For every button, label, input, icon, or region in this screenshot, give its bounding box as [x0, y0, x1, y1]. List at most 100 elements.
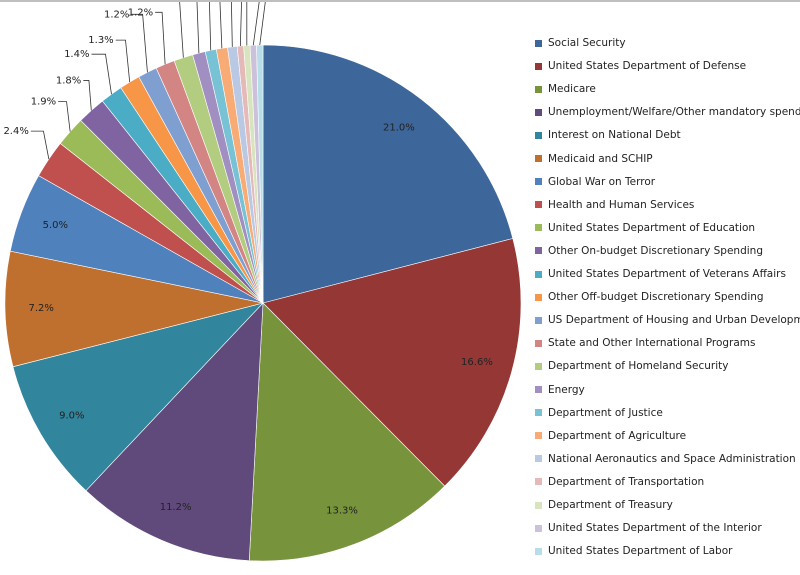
leader-line [115, 39, 131, 83]
leader-line [131, 13, 148, 73]
legend-item: Interest on National Debt [535, 127, 681, 143]
leader-line [58, 101, 71, 132]
slice-label: 5.0% [43, 220, 68, 231]
legend-item: Other Off-budget Discretionary Spending [535, 289, 764, 305]
legend-label: Other On-budget Discretionary Spending [548, 244, 763, 257]
legend-swatch [535, 62, 542, 70]
leader-line [30, 130, 50, 160]
pie-slice [262, 44, 514, 304]
legend-swatch [535, 155, 542, 162]
leader-line [239, 2, 242, 47]
legend-swatch [535, 409, 542, 417]
legend-label: Other Off-budget Discretionary Spending [548, 291, 764, 304]
legend-item: Department of Homeland Security [535, 358, 728, 374]
leader-line [252, 2, 260, 46]
slice-label: 21.0% [383, 123, 415, 134]
leader-line [179, 2, 184, 58]
legend-swatch [535, 270, 542, 278]
legend-label: Interest on National Debt [548, 129, 681, 142]
slice-label: 2.4% [3, 126, 28, 137]
legend-swatch [535, 455, 542, 463]
legend-label: Department of Agriculture [548, 429, 687, 442]
legend-swatch [535, 108, 542, 116]
legend-item: United States Department of Defense [535, 58, 746, 74]
legend-item: United States Department of Education [535, 220, 755, 236]
legend-label: Medicaid and SCHIP [548, 152, 653, 165]
slice-label: 11.2% [160, 502, 192, 513]
slice-label: 1.4% [64, 49, 89, 60]
legend-label: Medicare [548, 83, 596, 96]
legend-label: Energy [548, 383, 585, 396]
legend-label: United States Department of Veterans Aff… [548, 268, 786, 280]
legend-label: Social Security [548, 37, 626, 49]
legend-swatch [535, 178, 542, 186]
slice-label: 7.2% [28, 303, 53, 314]
legend-item: Medicaid and SCHIP [535, 151, 653, 167]
legend-item: Department of Treasury [535, 497, 673, 513]
slice-label: 1.2% [104, 9, 129, 20]
legend-item: Social Security [535, 35, 626, 51]
legend-swatch [535, 39, 542, 47]
slice-label: 9.0% [59, 411, 84, 422]
legend-swatch [535, 478, 542, 486]
legend-label: United States Department of the Interior [548, 522, 762, 535]
legend-swatch [535, 247, 542, 255]
legend-label: Global War on Terror [548, 175, 656, 188]
legend-label: US Department of Housing and Urban Devel… [548, 314, 800, 327]
legend-swatch [535, 131, 542, 139]
leader-line [231, 2, 233, 47]
pie-slice [248, 302, 446, 562]
legend-label: United States Department of Defense [548, 60, 747, 73]
legend-swatch [535, 224, 542, 232]
legend-item: Global War on Terror [535, 174, 655, 190]
slice-label: 16.6% [461, 357, 493, 368]
legend-swatch [535, 547, 542, 555]
leader-line [219, 2, 223, 49]
legend-item: Department of Transportation [535, 474, 704, 490]
legend-swatch [535, 316, 542, 324]
slice-label: 1.3% [88, 35, 113, 46]
pie-slice [12, 302, 264, 492]
legend-label: National Aeronautics and Space Administr… [548, 452, 796, 465]
legend-swatch [535, 339, 542, 347]
legend-label: Department of Transportation [548, 475, 705, 488]
legend-item: Department of Justice [535, 405, 663, 421]
slice-label: 1.9% [31, 97, 56, 108]
slice-label: 1.2% [128, 7, 153, 18]
legend-item: Unemployment/Welfare/Other mandatory spe… [535, 104, 800, 120]
legend-swatch [535, 85, 542, 93]
legend-item: Medicare [535, 81, 596, 97]
pie-slice [85, 302, 264, 561]
legend-label: United States Department of Education [548, 221, 756, 234]
legend-label: Department of Homeland Security [548, 360, 729, 373]
legend-label: United States Department of Labor [548, 545, 733, 558]
pie-svg: 21.0% 16.6% 13.3% 11.2% 9.0% 7.2% 5.0% 2.4% 1.9%… [3, 2, 522, 562]
leader-line [259, 2, 266, 46]
legend-item: United States Department of the Interior [535, 520, 762, 536]
legend-item: Health and Human Services [535, 197, 694, 213]
leader-line [91, 53, 112, 95]
legend-item: United States Department of Veterans Aff… [535, 266, 786, 282]
leader-line [209, 2, 212, 51]
legend-label: Health and Human Services [548, 198, 695, 211]
legend-item: United States Department of Labor [535, 543, 732, 559]
legend-label: State and Other International Programs [548, 337, 756, 350]
legend-label: Department of Treasury [548, 499, 673, 511]
legend-swatch [535, 432, 542, 440]
legend-swatch [535, 362, 542, 370]
pie-slice [262, 238, 522, 487]
legend-swatch [535, 524, 542, 532]
legend-swatch [535, 386, 542, 393]
slice-label: 1.8% [56, 75, 81, 86]
legend-item: National Aeronautics and Space Administr… [535, 451, 796, 467]
legend-item: Department of Agriculture [535, 428, 686, 444]
legend-item: Other On-budget Discretionary Spending [535, 243, 763, 259]
legend-swatch [535, 501, 542, 509]
leader-line [196, 2, 200, 54]
legend-label: Department of Justice [548, 406, 663, 419]
leader-line [83, 80, 92, 111]
legend-swatch [535, 201, 542, 209]
legend-swatch [535, 293, 542, 301]
leader-line [155, 11, 166, 65]
